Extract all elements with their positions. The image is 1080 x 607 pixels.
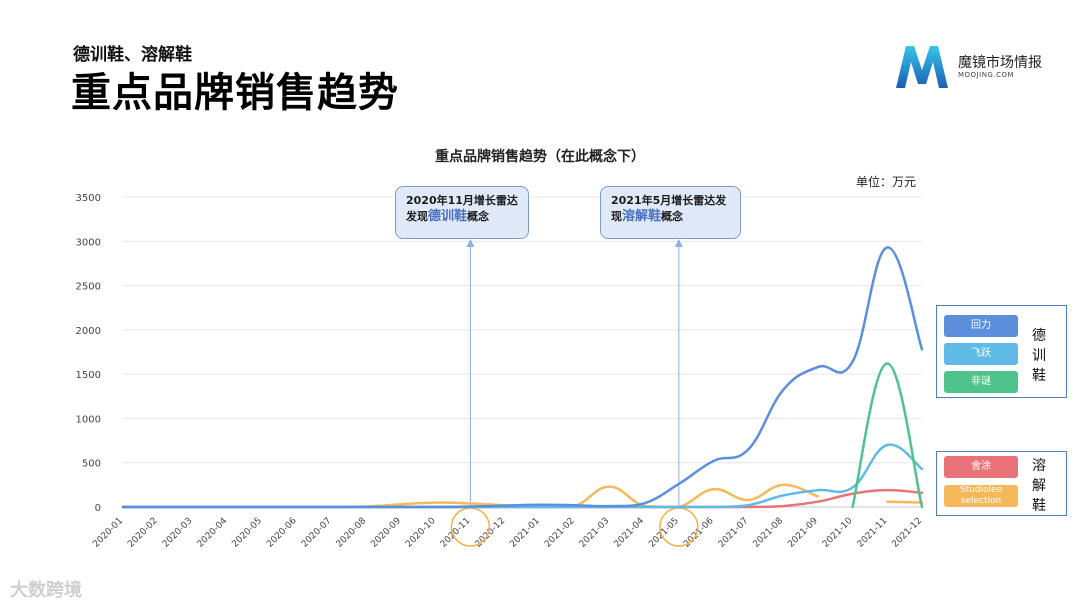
callout-highlight: 德训鞋	[428, 209, 468, 224]
x-tick-label: 2020-06	[265, 516, 299, 550]
label-char: 鞋	[1032, 498, 1046, 514]
unit-label: 单位：万元	[856, 175, 917, 189]
legend-item-shetu[interactable]: 舍涂	[944, 456, 1018, 478]
x-tick-label: 2021-07	[717, 516, 751, 550]
brand-logo: 魔镜市场情报 MOOJING.COM	[892, 40, 1062, 92]
legend-item-huili[interactable]: 回力	[944, 315, 1018, 337]
callout-arrowhead	[466, 239, 475, 247]
page-title: 重点品牌销售趋势	[71, 70, 399, 116]
x-tick-label: 2020-11	[439, 516, 473, 550]
legend-group-label: 溶 解 鞋	[1031, 456, 1047, 516]
x-tick-label: 2021-04	[613, 516, 647, 550]
x-tick-label: 2021-01	[508, 516, 542, 550]
x-tick-label: 2020-08	[335, 516, 369, 550]
x-tick-label: 2021-09	[786, 516, 820, 550]
x-tick-label: 2021-02	[543, 516, 577, 550]
x-tick-label: 2021-08	[751, 516, 785, 550]
series-line-studiolee	[886, 500, 924, 504]
chart-title: 重点品牌销售趋势（在此概念下）	[435, 149, 645, 165]
x-tick-label: 2021-12	[890, 516, 924, 550]
y-tick-label: 500	[82, 459, 101, 470]
y-tick-label: 1500	[76, 370, 101, 381]
series-line-huili	[121, 246, 924, 509]
label-char: 解	[1032, 478, 1046, 494]
brand-domain: MOOJING.COM	[958, 71, 1015, 79]
y-tick-label: 3000	[76, 237, 101, 248]
x-tick-label: 2020-10	[404, 516, 438, 550]
x-tick-label: 2020-03	[161, 516, 195, 550]
y-tick-label: 0	[95, 503, 101, 514]
label-char: 鞋	[1032, 368, 1046, 384]
x-tick-label: 2021-11	[856, 516, 890, 550]
x-tick-label: 2020-07	[300, 516, 334, 550]
legend-group-dexun: 回力 飞跃 非谜 德 训 鞋	[936, 305, 1067, 398]
brand-name: 魔镜市场情报	[958, 55, 1042, 71]
callout-dexun-discovery: 2020年11月增长雷达 发现德训鞋概念	[395, 186, 529, 239]
x-tick-label: 2020-02	[126, 516, 160, 550]
label-char: 溶	[1032, 458, 1046, 474]
page-subtitle: 德训鞋、溶解鞋	[73, 45, 192, 65]
series-line-feimi	[851, 362, 924, 509]
y-tick-label: 2000	[76, 326, 101, 337]
x-tick-label: 2020-09	[369, 516, 403, 550]
legend-item-feimi[interactable]: 非谜	[944, 371, 1018, 393]
label-char: 德	[1032, 328, 1046, 344]
x-tick-label: 2021-10	[821, 516, 855, 550]
callout-arrowhead	[674, 239, 683, 247]
legend-group-label: 德 训 鞋	[1031, 326, 1047, 386]
x-tick-label: 2021-03	[578, 516, 612, 550]
legend-item-studiolee[interactable]: Studiolee selection	[944, 485, 1018, 507]
x-tick-label: 2020-04	[196, 516, 230, 550]
callout-line2-pre: 现	[611, 210, 622, 223]
moojing-m-logo-icon	[896, 46, 948, 88]
callout-line2-pre: 发现	[406, 210, 428, 223]
label-char: 训	[1032, 348, 1046, 364]
series-line-feiyue	[121, 443, 924, 509]
y-tick-label: 3500	[76, 193, 101, 204]
callout-highlight: 溶解鞋	[622, 209, 662, 224]
legend-group-rongjie: 舍涂 Studiolee selection 溶 解 鞋	[936, 451, 1067, 516]
callout-line2-post: 概念	[661, 210, 684, 223]
x-tick-label: 2021-05	[647, 516, 681, 550]
callout-line1: 2021年5月增长雷达发	[611, 194, 727, 207]
watermark: 大数跨境	[10, 580, 82, 601]
callout-rongjie-discovery: 2021年5月增长雷达发 现溶解鞋概念	[600, 186, 741, 239]
x-tick-label: 2020-01	[91, 516, 125, 550]
legend-item-feiyue[interactable]: 飞跃	[944, 343, 1018, 365]
x-tick-label: 2020-05	[230, 516, 264, 550]
callout-line2-post: 概念	[467, 210, 490, 223]
callout-line1: 2020年11月增长雷达	[406, 194, 518, 207]
y-tick-label: 2500	[76, 282, 101, 293]
y-tick-label: 1000	[76, 414, 101, 425]
